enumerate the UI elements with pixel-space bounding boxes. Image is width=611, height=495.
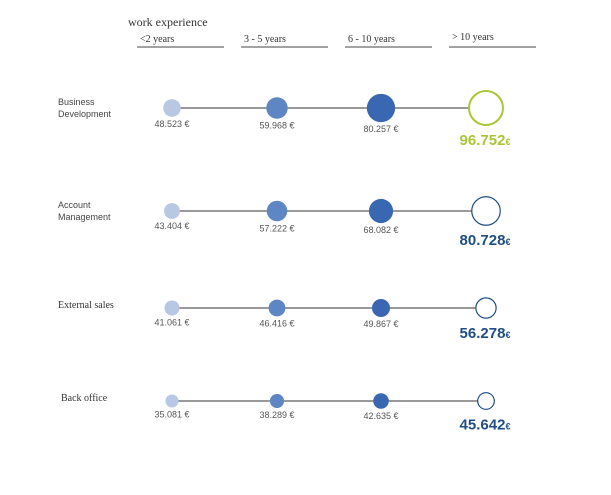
value-label-row2-col0: 41.061 €: [154, 318, 189, 328]
dot-row0-col0: [163, 99, 181, 117]
column-header-0: <2 years: [140, 34, 174, 45]
value-label-row0-col1: 59.968 €: [259, 121, 294, 131]
dot-row2-col1: [268, 299, 286, 317]
row-label-3: Back office: [61, 393, 108, 404]
dot-row0-col1: [266, 97, 288, 119]
row-label-1-line-0: Account: [58, 200, 91, 210]
value-label-row1-col3: 80.728€: [460, 232, 511, 249]
dot-row3-col2: [373, 393, 389, 409]
value-label-row1-col1: 57.222 €: [259, 223, 294, 233]
row-label-0-line-0: Business: [58, 97, 95, 107]
dot-row3-col0: [165, 394, 179, 408]
value-label-row0-col2: 80.257 €: [363, 124, 398, 134]
column-header-2: 6 - 10 years: [348, 34, 395, 45]
row-label-2: External sales: [58, 300, 114, 311]
value-label-row3-col1: 38.289 €: [259, 410, 294, 420]
value-label-row2-col1: 46.416 €: [259, 318, 294, 328]
column-header-3: > 10 years: [452, 32, 494, 43]
value-label-row0-col3: 96.752€: [460, 132, 511, 149]
value-label-row3-col3: 45.642€: [460, 416, 511, 433]
value-label-row2-col2: 49.867 €: [363, 319, 398, 329]
value-label-row0-col0: 48.523 €: [154, 119, 189, 129]
dot-row3-col3: [477, 392, 495, 410]
row-label-0-line-1: Development: [58, 109, 112, 119]
column-header-1: 3 - 5 years: [244, 34, 286, 45]
dot-row0-col2: [366, 93, 396, 123]
value-label-row2-col3: 56.278€: [460, 325, 511, 342]
value-label-row3-col0: 35.081 €: [154, 410, 189, 420]
value-label-row3-col2: 42.635 €: [363, 411, 398, 421]
dot-row1-col0: [164, 203, 180, 219]
dot-row3-col1: [269, 393, 285, 409]
value-label-row1-col0: 43.404 €: [154, 221, 189, 231]
dot-row0-col3: [468, 90, 504, 126]
dot-row1-col1: [266, 200, 288, 222]
row-label-1-line-1: Management: [58, 212, 111, 222]
dot-row2-col2: [371, 298, 391, 318]
dot-row1-col2: [368, 198, 394, 224]
dot-row2-col3: [475, 297, 497, 319]
chart-title: work experience: [128, 15, 208, 29]
value-label-row1-col2: 68.082 €: [363, 225, 398, 235]
dot-row2-col0: [164, 300, 180, 316]
dot-row1-col3: [471, 196, 501, 226]
